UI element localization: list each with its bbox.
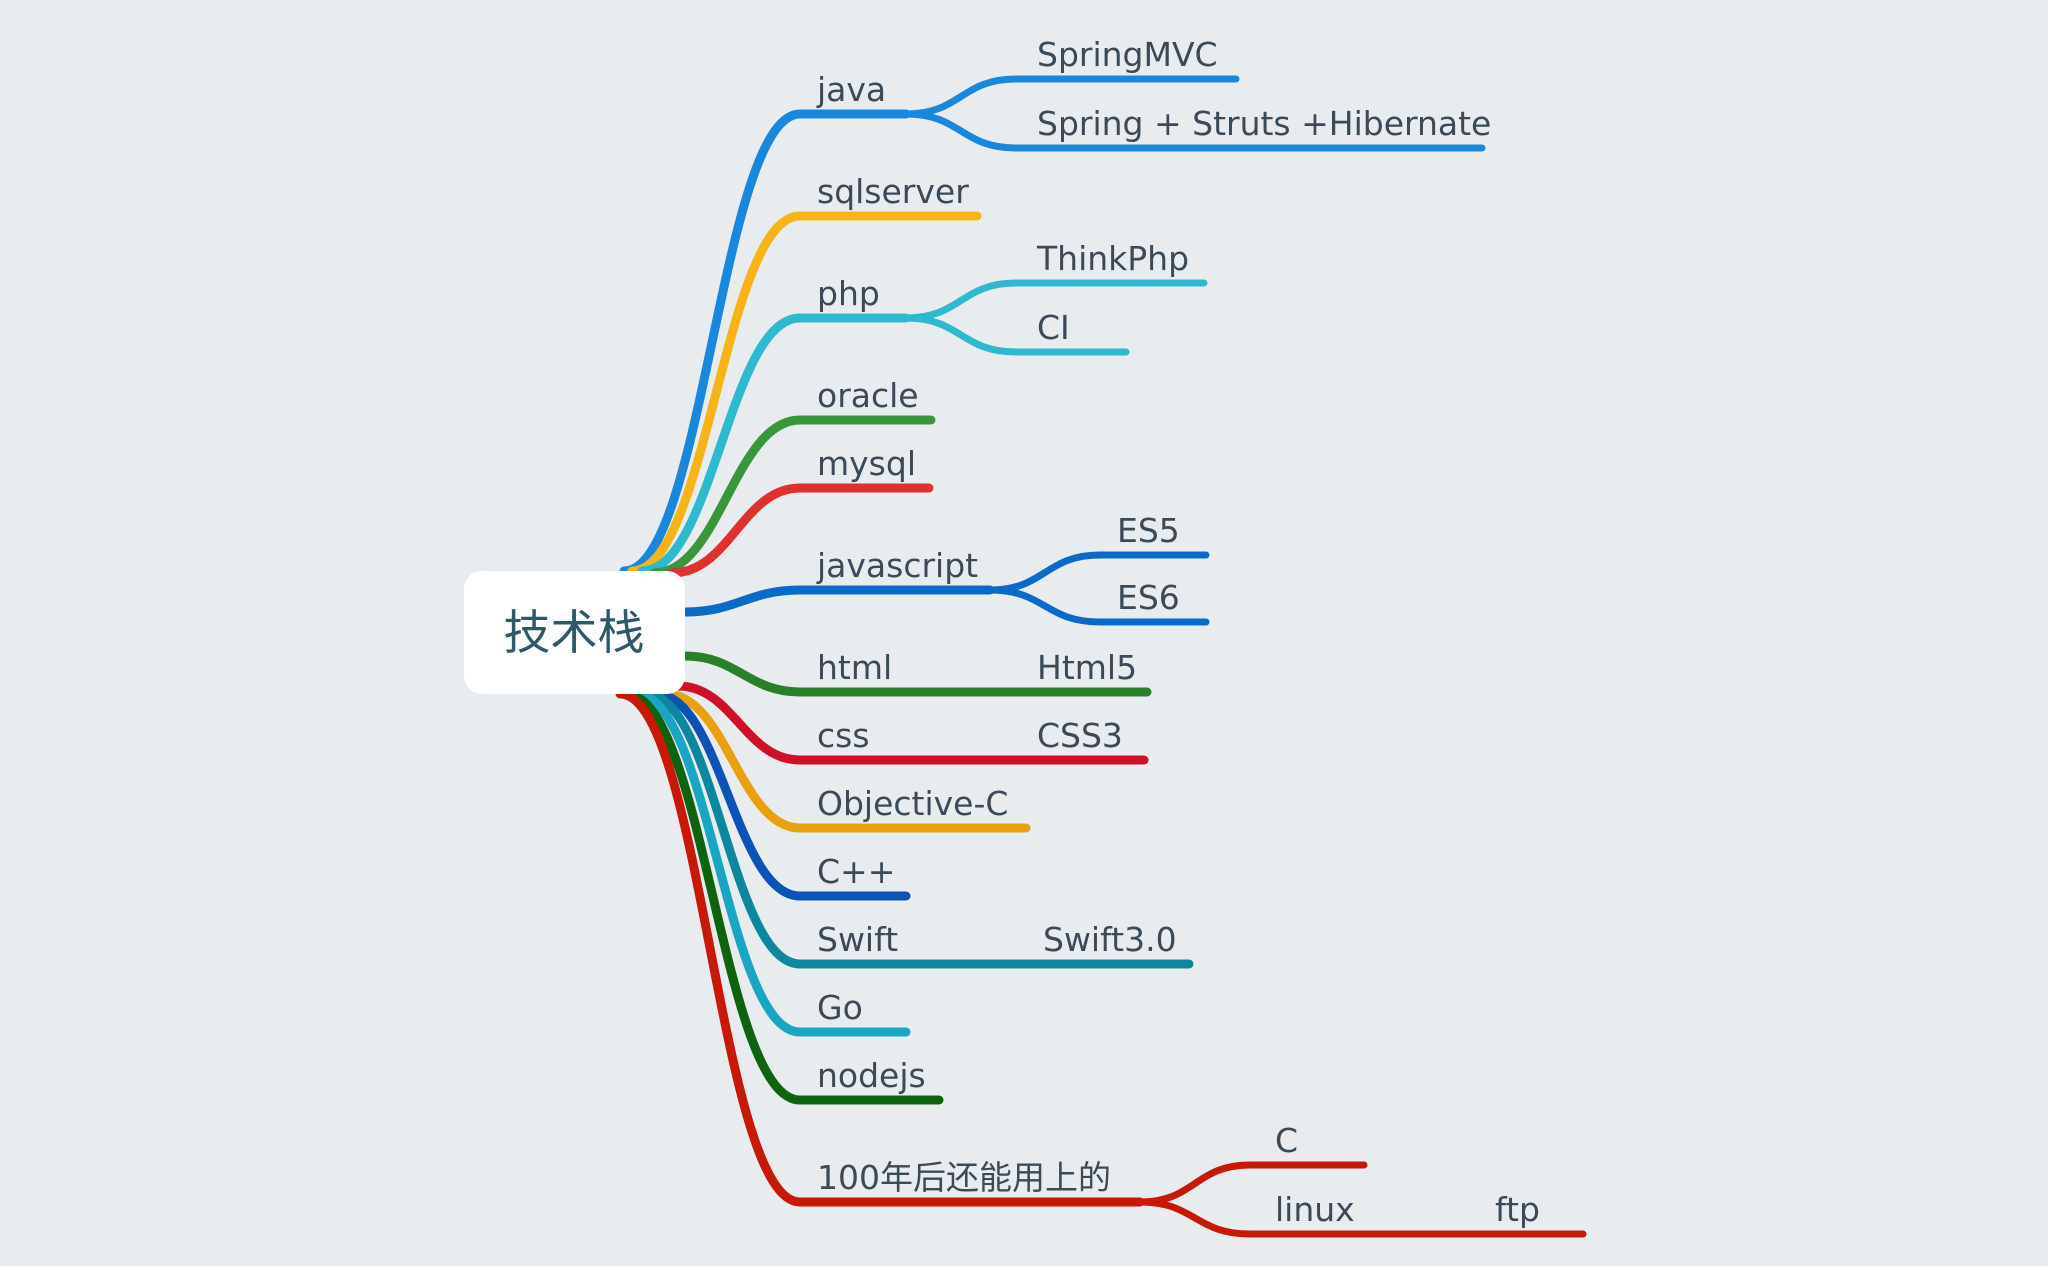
connector-root-sqlserver bbox=[627, 211, 805, 576]
child-label-ci[interactable]: CI bbox=[1037, 308, 1070, 347]
connector-future-linux bbox=[1136, 1198, 1368, 1238]
branch-label-javascript[interactable]: javascript bbox=[816, 546, 978, 585]
child-label-thinkphp[interactable]: ThinkPhp bbox=[1036, 239, 1189, 278]
child-label-swift3[interactable]: Swift3.0 bbox=[1043, 920, 1177, 959]
connector-root-future bbox=[615, 689, 805, 1207]
child-label-html5[interactable]: Html5 bbox=[1037, 648, 1137, 687]
connector-root-javascript bbox=[680, 585, 805, 617]
connector-javascript-es6 bbox=[986, 586, 1210, 626]
connector-root-mysql bbox=[667, 483, 805, 578]
connector-root-cpp bbox=[651, 689, 805, 901]
child-label-ftp[interactable]: ftp bbox=[1495, 1190, 1540, 1229]
root-node-label: 技术栈 bbox=[504, 606, 645, 661]
connector-root-objc bbox=[661, 689, 805, 833]
branch-label-css[interactable]: css bbox=[817, 716, 870, 755]
label-layer: java SpringMVC Spring + Struts +Hibernate s… bbox=[816, 35, 1540, 1229]
child-label-ssh[interactable]: Spring + Struts +Hibernate bbox=[1037, 104, 1491, 143]
branch-label-java[interactable]: java bbox=[816, 70, 886, 109]
child-label-es6[interactable]: ES6 bbox=[1117, 578, 1180, 617]
child-label-css3[interactable]: CSS3 bbox=[1037, 716, 1123, 755]
branch-label-go[interactable]: Go bbox=[817, 988, 863, 1027]
branch-label-oracle[interactable]: oracle bbox=[817, 376, 919, 415]
connector-root-swift bbox=[641, 689, 805, 969]
branch-label-php[interactable]: php bbox=[817, 274, 880, 313]
connector-root-oracle bbox=[649, 415, 805, 578]
child-label-springmvc[interactable]: SpringMVC bbox=[1037, 35, 1218, 74]
connector-root-java bbox=[619, 109, 805, 576]
branch-label-html[interactable]: html bbox=[817, 648, 892, 687]
branch-label-nodejs[interactable]: nodejs bbox=[817, 1056, 926, 1095]
connector-root-php bbox=[637, 313, 805, 576]
branch-label-mysql[interactable]: mysql bbox=[817, 444, 916, 483]
connector-java-ssh bbox=[902, 110, 1486, 152]
branch-label-future[interactable]: 100年后还能用上的 bbox=[817, 1158, 1111, 1197]
child-label-linux[interactable]: linux bbox=[1275, 1190, 1355, 1229]
root-node[interactable]: 技术栈 bbox=[464, 571, 685, 694]
connector-root-nodejs bbox=[621, 689, 805, 1105]
branch-label-swift[interactable]: Swift bbox=[817, 920, 898, 959]
connector-php-ci bbox=[902, 314, 1130, 356]
connector-layer bbox=[615, 75, 1587, 1238]
root-node-box[interactable] bbox=[464, 571, 685, 694]
branch-label-objc[interactable]: Objective-C bbox=[817, 784, 1008, 823]
connector-root-go bbox=[631, 689, 805, 1037]
child-label-es5[interactable]: ES5 bbox=[1117, 511, 1180, 550]
connector-root-css bbox=[673, 681, 805, 765]
child-label-c[interactable]: C bbox=[1275, 1121, 1298, 1160]
branch-label-cpp[interactable]: C++ bbox=[817, 852, 895, 891]
branch-label-sqlserver[interactable]: sqlserver bbox=[817, 172, 969, 211]
connector-root-html bbox=[680, 651, 805, 697]
